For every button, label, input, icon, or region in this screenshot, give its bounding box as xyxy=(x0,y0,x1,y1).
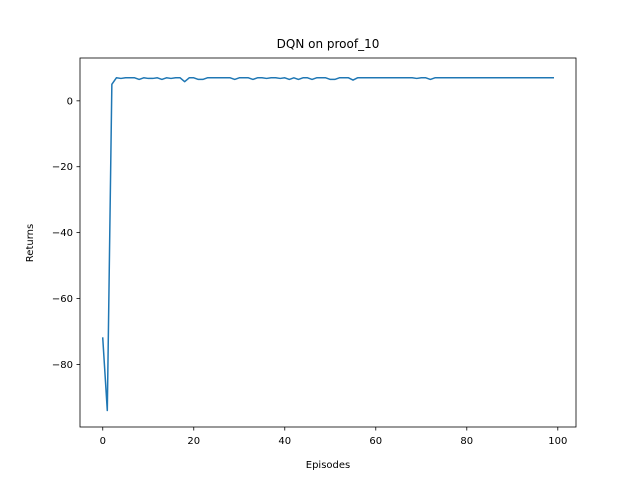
x-tick-label: 80 xyxy=(460,436,473,447)
y-tick-label: −40 xyxy=(52,228,73,239)
y-tick-label: −80 xyxy=(52,360,73,371)
y-tick-label: −60 xyxy=(52,294,73,305)
x-axis-label: Episodes xyxy=(306,460,350,471)
x-tick-label: 100 xyxy=(548,436,567,447)
series-line-returns xyxy=(101,77,554,412)
plot-area xyxy=(101,77,554,412)
x-tick-label: 40 xyxy=(278,436,291,447)
y-tick-label: 0 xyxy=(67,96,73,107)
x-tick-label: 0 xyxy=(100,436,106,447)
y-axis-label: Returns xyxy=(25,224,36,262)
y-tick-label: −20 xyxy=(52,162,73,173)
x-tick-label: 60 xyxy=(369,436,382,447)
x-tick-label: 20 xyxy=(187,436,200,447)
axes-frame xyxy=(79,57,577,428)
chart-title: DQN on proof_10 xyxy=(277,37,380,51)
